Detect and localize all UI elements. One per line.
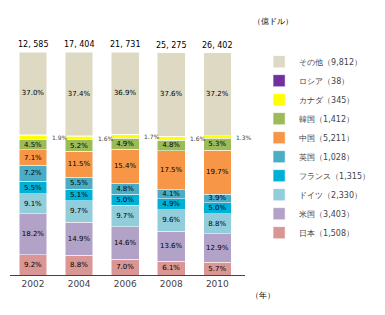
svg-text:9.1%: 9.1% — [24, 200, 42, 208]
svg-text:5.5%: 5.5% — [70, 179, 88, 187]
svg-text:17.5%: 17.5% — [160, 166, 183, 174]
svg-text:12.9%: 12.9% — [206, 244, 229, 252]
svg-text:中国（5,211）: 中国（5,211） — [299, 134, 354, 143]
svg-text:2010: 2010 — [206, 279, 229, 289]
svg-text:4.8%: 4.8% — [162, 141, 180, 149]
svg-text:ロシア（38）: ロシア（38） — [299, 77, 349, 86]
svg-text:1.7%: 1.7% — [144, 133, 160, 140]
svg-text:2008: 2008 — [160, 279, 183, 289]
svg-text:37.2%: 37.2% — [206, 90, 229, 98]
svg-text:1.9%: 1.9% — [52, 134, 68, 141]
svg-text:36.9%: 36.9% — [114, 89, 137, 97]
svg-text:25, 275: 25, 275 — [156, 41, 187, 50]
svg-text:37.0%: 37.0% — [22, 89, 45, 97]
svg-text:1.3%: 1.3% — [236, 134, 252, 141]
svg-text:1.6%: 1.6% — [190, 135, 206, 142]
svg-text:1.6%: 1.6% — [98, 135, 114, 142]
svg-text:4.5%: 4.5% — [24, 141, 42, 149]
svg-text:日本（1,508）: 日本（1,508） — [299, 229, 354, 238]
svg-text:8.8%: 8.8% — [208, 220, 226, 228]
svg-text:37.4%: 37.4% — [68, 90, 91, 98]
svg-text:（億ドル）: （億ドル） — [253, 17, 293, 26]
svg-text:13.6%: 13.6% — [160, 242, 183, 250]
svg-text:5.1%: 5.1% — [70, 191, 88, 199]
svg-text:19.7%: 19.7% — [206, 168, 229, 176]
svg-text:17, 404: 17, 404 — [64, 40, 95, 49]
svg-text:4.1%: 4.1% — [162, 190, 180, 198]
svg-text:フランス（1,315）: フランス（1,315） — [299, 172, 370, 181]
svg-text:5.3%: 5.3% — [208, 140, 226, 148]
svg-text:5.2%: 5.2% — [70, 142, 88, 150]
svg-text:26, 402: 26, 402 — [202, 41, 233, 50]
svg-text:2004: 2004 — [68, 279, 91, 289]
svg-text:9.7%: 9.7% — [116, 212, 134, 220]
svg-text:韓国（1,412）: 韓国（1,412） — [299, 115, 354, 124]
svg-text:5.0%: 5.0% — [208, 204, 226, 212]
svg-text:5.7%: 5.7% — [208, 265, 226, 273]
svg-text:ドイツ（2,330）: ドイツ（2,330） — [299, 191, 362, 200]
svg-text:14.6%: 14.6% — [114, 239, 137, 247]
svg-text:米国（3,403）: 米国（3,403） — [299, 210, 354, 219]
svg-text:（年）: （年） — [251, 291, 275, 300]
svg-text:2006: 2006 — [114, 279, 137, 289]
svg-text:8.8%: 8.8% — [70, 261, 88, 269]
svg-text:5.5%: 5.5% — [24, 184, 42, 192]
svg-text:18.2%: 18.2% — [22, 230, 45, 238]
svg-text:9.6%: 9.6% — [162, 216, 180, 224]
svg-text:14.9%: 14.9% — [68, 235, 91, 243]
svg-text:3.9%: 3.9% — [208, 194, 226, 202]
svg-text:英国（1,028）: 英国（1,028） — [299, 153, 354, 162]
svg-text:37.6%: 37.6% — [160, 90, 183, 98]
svg-text:12, 585: 12, 585 — [18, 40, 49, 49]
svg-text:21, 731: 21, 731 — [110, 40, 141, 49]
svg-text:4.9%: 4.9% — [162, 200, 180, 208]
svg-text:9.2%: 9.2% — [24, 261, 42, 269]
svg-text:15.4%: 15.4% — [114, 162, 137, 170]
svg-text:カナダ（345）: カナダ（345） — [299, 96, 354, 105]
svg-text:9.7%: 9.7% — [70, 207, 88, 215]
svg-text:6.1%: 6.1% — [162, 264, 180, 272]
svg-text:4.9%: 4.9% — [116, 140, 134, 148]
svg-text:7.0%: 7.0% — [116, 263, 134, 271]
svg-text:11.5%: 11.5% — [68, 160, 91, 168]
svg-text:4.8%: 4.8% — [116, 185, 134, 193]
svg-text:5.0%: 5.0% — [116, 196, 134, 204]
svg-text:その他（9,812）: その他（9,812） — [299, 58, 362, 67]
svg-text:7.1%: 7.1% — [24, 154, 42, 162]
svg-text:2002: 2002 — [22, 279, 45, 289]
svg-text:7.2%: 7.2% — [24, 169, 42, 177]
